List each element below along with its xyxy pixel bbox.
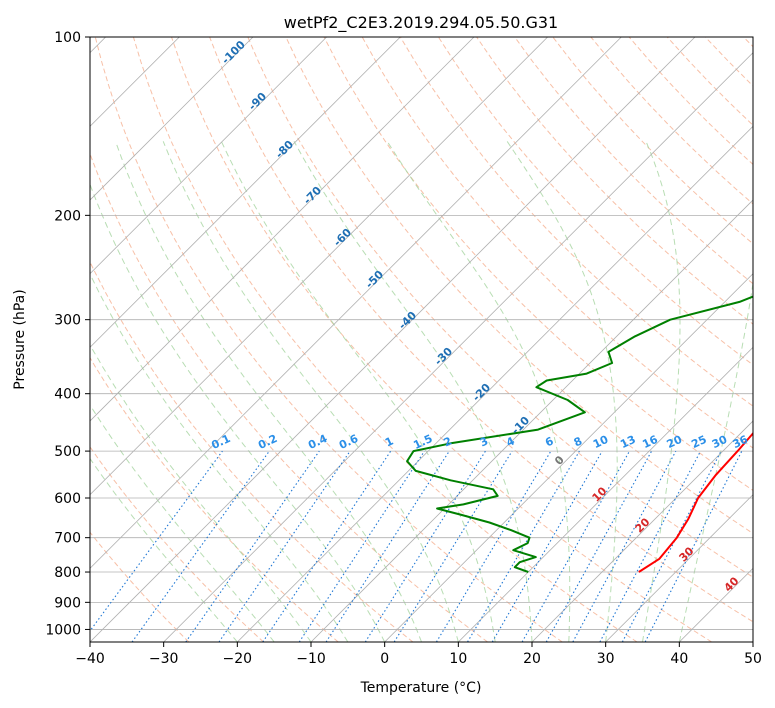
- isotherm-line: [90, 37, 475, 422]
- isotherm-line: [458, 346, 753, 642]
- dry-adiabat: [437, 37, 753, 366]
- y-tick-label: 600: [54, 491, 81, 507]
- isotherm-line: [90, 37, 548, 496]
- mixing-ratio-line: [572, 450, 677, 642]
- x-tick-label: −30: [149, 651, 179, 667]
- dry-adiabat: [285, 37, 753, 535]
- mixing-ratio-line: [393, 450, 513, 642]
- plot-area: [90, 37, 753, 642]
- dry-adiabat: [399, 37, 753, 407]
- isotherm-line: [605, 494, 753, 642]
- isotherm-line: [163, 52, 753, 642]
- dry-adiabat: [94, 37, 563, 642]
- series-line-red: [638, 431, 753, 573]
- mixing-ratio-line: [491, 450, 603, 642]
- dry-adiabat: [90, 152, 488, 642]
- dry-adiabat: [171, 37, 712, 642]
- x-tick-label: −10: [296, 651, 326, 667]
- pressure-gridlines: [90, 37, 753, 630]
- dry-adiabat: [323, 37, 753, 491]
- dry-adiabat: [90, 531, 190, 642]
- x-axis-ticks: −40 −30 −20 −10 0 10 20 30 40 50: [75, 642, 762, 667]
- isotherm-line: [90, 37, 696, 642]
- isotherm-line: [90, 37, 401, 348]
- y-tick-label: 700: [54, 531, 81, 547]
- mixing-ratio-line: [218, 450, 351, 642]
- mixing-ratio-line: [185, 450, 320, 642]
- mixing-ratio-line: [521, 450, 630, 642]
- dry-adiabat: [132, 37, 638, 642]
- dry-adiabat: [247, 37, 753, 578]
- mixing-ratio-label: 10: [591, 433, 611, 451]
- y-tick-label: 1000: [45, 622, 81, 638]
- isotherm-line: [531, 420, 753, 642]
- dry-adiabat: [514, 37, 753, 285]
- mixing-ratio-line: [325, 450, 450, 642]
- y-axis-ticks: 100 200 300 400 500 600 700 800 900 1000: [45, 30, 90, 638]
- mixing-ratio-line: [467, 450, 580, 642]
- dry-adiabat: [361, 37, 753, 449]
- mixing-ratio-label: 13: [618, 433, 637, 451]
- mixing-ratio-label: 30: [710, 433, 730, 451]
- mixing-ratio-line: [435, 450, 552, 642]
- mixing-ratio-label: 16: [640, 433, 660, 451]
- dry-adiabat: [90, 446, 264, 642]
- mixing-ratio-label: 36: [731, 433, 751, 451]
- skewed-isotherm-grid: [90, 37, 753, 642]
- chart-title: wetPf2_C2E3.2019.294.05.50.G31: [284, 13, 558, 33]
- mixing-ratio-line: [364, 450, 486, 642]
- dry-adiabat: [90, 356, 339, 642]
- y-tick-label: 900: [54, 595, 81, 611]
- x-tick-label: 20: [523, 651, 541, 667]
- mixing-ratio-labels: 0.1 0.2 0.4 0.6 1 1.5 2 3 4 6 8 10 13 16 20 25 30 36: [209, 432, 750, 452]
- isotherm-line: [384, 273, 753, 642]
- series-line-green: [406, 295, 753, 573]
- y-tick-label: 300: [54, 313, 81, 329]
- y-tick-label: 400: [54, 387, 81, 403]
- x-axis-title: Temperature (°C): [360, 680, 482, 696]
- x-tick-label: 50: [744, 651, 762, 667]
- y-axis-title: Pressure (hPa): [12, 289, 28, 389]
- x-tick-label: 0: [380, 651, 389, 667]
- isotherm-line: [90, 37, 622, 569]
- x-tick-label: 30: [597, 651, 615, 667]
- dry-adiabat: [209, 37, 753, 623]
- x-tick-label: −40: [75, 651, 105, 667]
- data-series: [406, 295, 753, 573]
- isotherm-line: [237, 125, 753, 642]
- x-tick-label: −20: [223, 651, 253, 667]
- mixing-ratio-line: [545, 450, 653, 642]
- mixing-ratio-label: 25: [689, 433, 708, 451]
- y-tick-label: 200: [54, 208, 81, 224]
- isotherm-line: [310, 199, 753, 642]
- mixing-ratio-label: 20: [665, 433, 685, 451]
- mixing-ratio-lines: [90, 450, 743, 642]
- isotherm-line: [90, 37, 254, 201]
- x-tick-label: 40: [670, 651, 688, 667]
- plot-frame: [89, 36, 754, 643]
- isotherm-line: [90, 37, 327, 275]
- y-tick-label: 100: [54, 30, 81, 46]
- x-tick-label: 10: [449, 651, 467, 667]
- y-tick-label: 500: [54, 444, 81, 460]
- y-tick-label: 800: [54, 565, 81, 581]
